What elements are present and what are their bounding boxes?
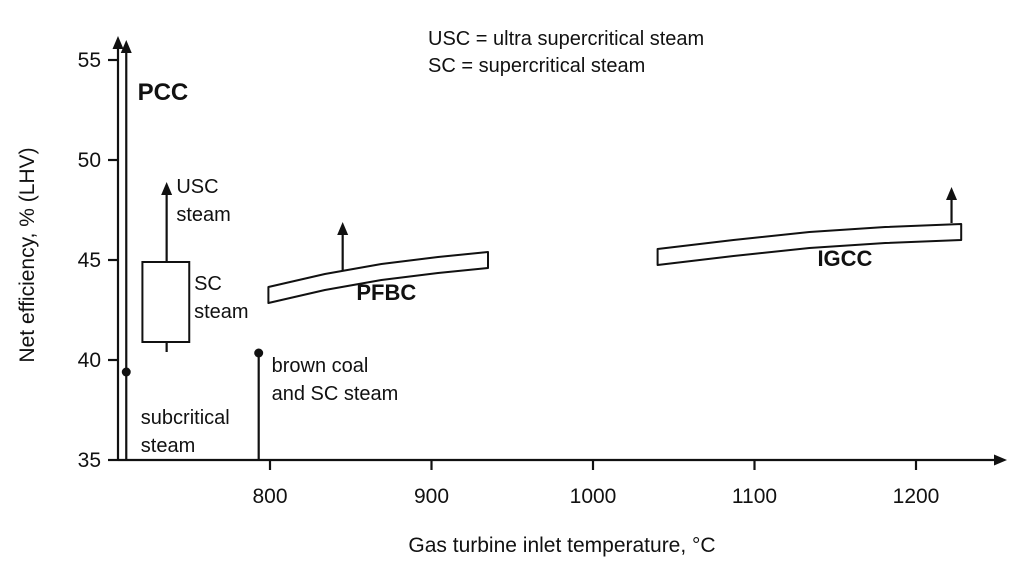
pcc-label-line: PCC <box>138 79 189 106</box>
usc-steam-label-line: USC <box>176 176 218 198</box>
pfbc-band <box>267 251 489 304</box>
subcritical-steam-label: subcritical steam <box>141 407 230 457</box>
brown-coal-label-line: brown coal <box>272 355 369 377</box>
usc-steam-label: USC steam <box>176 176 230 226</box>
x-tick-label: 900 <box>414 485 449 508</box>
brown-coal-marker-dot <box>254 348 264 358</box>
brown-coal-label: brown coal and SC steam <box>272 355 399 405</box>
usc-steam-label-line: steam <box>176 204 230 226</box>
y-axis-title: Net efficiency, % (LHV) <box>16 147 39 363</box>
x-axis-arrowhead <box>994 454 1007 466</box>
pcc-range-line-arrowhead <box>120 40 132 53</box>
usc-steam-arrow-arrowhead <box>161 182 173 195</box>
note-line-usc: USC = ultra supercritical steam <box>428 28 705 50</box>
x-tick-label: 800 <box>252 485 287 508</box>
sc-steam-label-line: steam <box>194 301 248 323</box>
x-axis-title: Gas turbine inlet temperature, °C <box>408 534 716 557</box>
pcc-range-line-dot <box>121 367 131 377</box>
igcc-label-line: IGCC <box>817 246 872 271</box>
abbreviation-note: USC = ultra supercritical steam SC = sup… <box>428 26 704 80</box>
igcc-label: IGCC <box>817 246 872 271</box>
sc-steam-label-line: SC <box>194 273 222 295</box>
pfbc-label-line: PFBC <box>356 280 416 305</box>
y-tick-label: 55 <box>78 49 101 72</box>
y-axis-arrowhead <box>112 36 124 49</box>
subcritical-steam-label-line: steam <box>141 435 195 457</box>
x-tick-label: 1100 <box>732 485 777 508</box>
note-line-sc: SC = supercritical steam <box>428 55 646 77</box>
pcc-label: PCC <box>138 79 189 106</box>
sc-steam-label: SC steam <box>194 273 248 323</box>
y-tick-label: 40 <box>78 349 101 372</box>
y-tick-label: 50 <box>78 149 101 172</box>
igcc-improvement-arrowhead <box>946 187 958 200</box>
y-tick-label: 35 <box>78 449 101 472</box>
y-tick-label: 45 <box>78 249 101 272</box>
x-tick-label: 1200 <box>893 485 940 508</box>
subcritical-steam-label-line: subcritical <box>141 407 230 429</box>
pfbc-improvement-arrowhead <box>337 222 349 235</box>
sc-steam-box <box>141 261 191 343</box>
igcc-band <box>656 223 963 266</box>
pfbc-label: PFBC <box>356 280 416 305</box>
x-tick-label: 1000 <box>570 485 617 508</box>
brown-coal-label-line: and SC steam <box>272 383 399 405</box>
